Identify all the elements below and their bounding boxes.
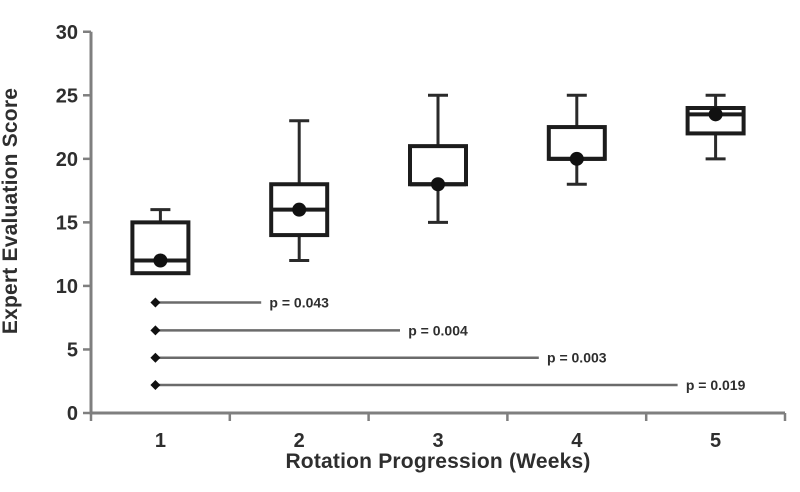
sig-p-label: p = 0.043 (269, 294, 329, 310)
significance-line-1-4: p = 0.003 (150, 350, 607, 366)
y-tick-label: 30 (56, 22, 78, 44)
mean-dot (292, 202, 307, 217)
sig-diamond-marker (150, 297, 161, 308)
sig-p-label: p = 0.019 (686, 377, 746, 393)
sig-diamond-marker (150, 380, 161, 391)
boxplot-week-5 (685, 93, 746, 161)
significance-line-1-5: p = 0.019 (150, 377, 746, 393)
y-tick-label: 15 (56, 212, 78, 234)
mean-dot (569, 151, 584, 166)
significance-line-1-2: p = 0.043 (150, 294, 329, 310)
x-tick-label: 2 (294, 430, 305, 452)
boxplot-week-2 (269, 119, 330, 262)
x-axis-title: Rotation Progression (Weeks) (285, 450, 591, 473)
y-tick-label: 0 (67, 403, 78, 425)
boxplot-week-1 (130, 208, 191, 276)
y-tick-label: 5 (67, 339, 78, 361)
x-tick-label: 1 (155, 430, 166, 452)
boxplot-week-4 (546, 93, 607, 186)
sig-diamond-marker (150, 352, 161, 363)
y-tick-label: 10 (56, 276, 78, 298)
sig-p-label: p = 0.004 (408, 322, 468, 338)
box-rect (408, 144, 468, 187)
x-tick-label: 3 (432, 430, 443, 452)
significance-line-1-3: p = 0.004 (150, 322, 468, 338)
sig-p-label: p = 0.003 (547, 350, 607, 366)
y-tick-label: 20 (56, 149, 78, 171)
mean-dot (153, 253, 168, 268)
x-tick-label: 5 (710, 430, 721, 452)
y-tick-label: 25 (56, 85, 78, 107)
x-tick-label: 4 (571, 430, 583, 452)
mean-dot (431, 177, 445, 192)
boxplot-week-3 (408, 93, 468, 224)
sig-diamond-marker (150, 325, 161, 336)
mean-dot (708, 107, 723, 122)
